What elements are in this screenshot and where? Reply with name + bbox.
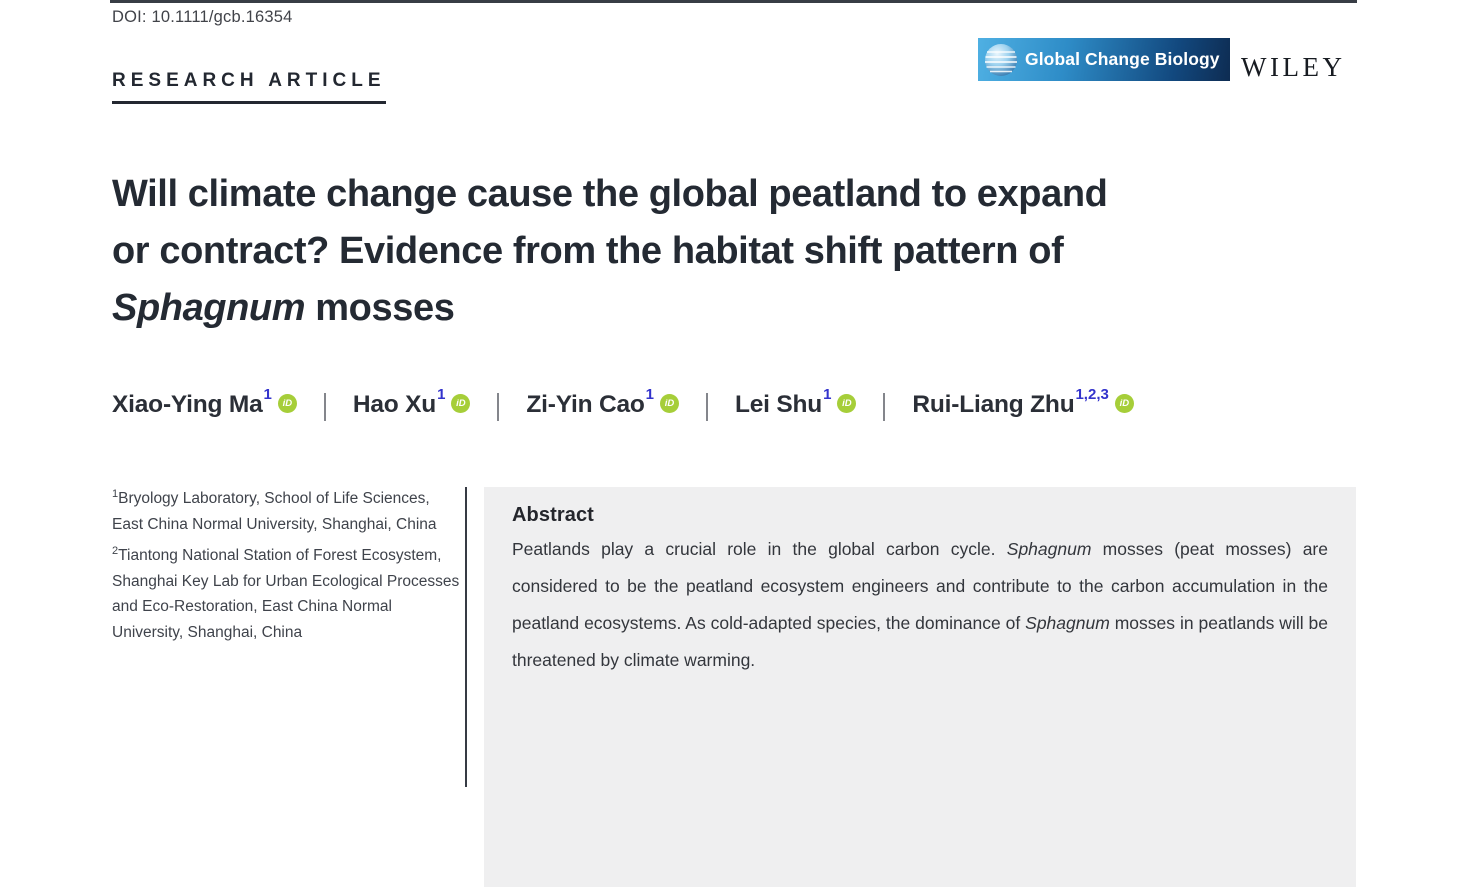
affiliation-text: Bryology Laboratory, School of Life Scie… xyxy=(112,490,437,533)
author-name[interactable]: Hao Xu xyxy=(352,391,437,418)
title-line: or contract? Evidence from the habitat s… xyxy=(112,230,1064,272)
orcid-icon[interactable]: iD xyxy=(277,394,297,413)
affiliation-sup: 1 xyxy=(112,487,119,500)
author-affiliation-sup: 1 xyxy=(823,386,832,403)
author-separator xyxy=(324,392,326,421)
title-line: Will climate change cause the global pea… xyxy=(112,173,1108,215)
affiliation-text: Tiantong National Station of Forest Ecos… xyxy=(112,547,460,641)
author-affiliation-sup: 1,2,3 xyxy=(1075,386,1109,403)
article-type-label: RESEARCH ARTICLE xyxy=(112,70,386,104)
article-page: DOI: 10.1111/gcb.16354 RESEARCH ARTICLE … xyxy=(110,0,1357,887)
top-divider xyxy=(110,0,1357,3)
publisher-logo[interactable]: WILEY xyxy=(1241,52,1346,82)
orcid-icon[interactable]: iD xyxy=(837,394,857,413)
article-title: Will climate change cause the global pea… xyxy=(112,166,1272,337)
orcid-icon[interactable]: iD xyxy=(451,394,471,413)
author-name[interactable]: Lei Shu xyxy=(734,391,823,418)
author-name[interactable]: Rui-Liang Zhu xyxy=(912,391,1075,418)
affiliations: 1Bryology Laboratory, School of Life Sci… xyxy=(112,486,464,651)
author-separator xyxy=(497,392,500,421)
affiliation-item: 1Bryology Laboratory, School of Life Sci… xyxy=(112,486,464,537)
orcid-icon[interactable]: iD xyxy=(1114,394,1134,413)
vertical-divider xyxy=(465,487,467,787)
author-name[interactable]: Xiao-Ying Ma xyxy=(112,391,263,418)
title-line: Sphagnum mosses xyxy=(112,287,455,329)
abstract-heading: Abstract xyxy=(512,504,594,526)
author-separator xyxy=(706,392,708,421)
abstract-panel: Abstract Peatlands play a crucial role i… xyxy=(484,487,1356,887)
author[interactable]: Xiao-Ying Ma 1 iD xyxy=(112,386,297,422)
journal-name: Global Change Biology xyxy=(1025,49,1220,69)
author[interactable]: Zi-Yin Cao 1 iD xyxy=(526,386,679,422)
author[interactable]: Hao Xu 1 iD xyxy=(352,386,471,422)
journal-logo[interactable]: Global Change Biology xyxy=(978,38,1230,81)
author[interactable]: Rui-Liang Zhu 1,2,3 iD xyxy=(912,386,1134,422)
author-affiliation-sup: 1 xyxy=(645,386,654,403)
affiliation-sup: 2 xyxy=(112,544,119,557)
abstract-text: Peatlands play a crucial role in the glo… xyxy=(512,539,1328,670)
globe-icon xyxy=(985,43,1017,76)
affiliation-item: 2Tiantong National Station of Forest Eco… xyxy=(112,543,464,645)
author-affiliation-sup: 1 xyxy=(437,386,446,403)
author-name[interactable]: Zi-Yin Cao xyxy=(526,391,645,418)
author-separator xyxy=(883,392,886,421)
author-affiliation-sup: 1 xyxy=(263,386,272,403)
doi-text: DOI: 10.1111/gcb.16354 xyxy=(112,8,293,26)
author[interactable]: Lei Shu 1 iD xyxy=(734,386,857,422)
orcid-icon[interactable]: iD xyxy=(659,394,679,413)
author-list: Xiao-Ying Ma 1 iD Hao Xu 1 iD Zi-Yin Cao… xyxy=(112,386,1134,422)
